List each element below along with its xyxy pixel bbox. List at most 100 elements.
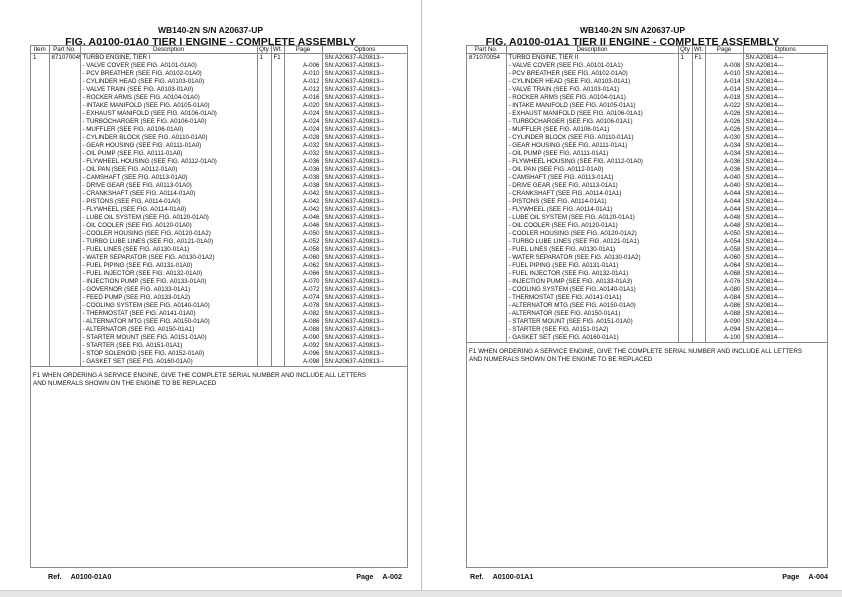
table-row: - VALVE TRAIN (SEE FIG. A0103-01A1) A-014… xyxy=(467,86,827,94)
cell-desc: - CRANKSHAFT (SEE FIG. A0114-01A0) xyxy=(80,190,258,198)
cell-options: SN:A20814--- xyxy=(745,214,784,221)
cell-part xyxy=(467,246,507,254)
cell-wt xyxy=(271,294,285,302)
cell-part xyxy=(49,62,81,70)
table-row: 1 871070049 TURBO ENGINE, TIER I 1 F1 SN:A206… xyxy=(31,53,407,62)
page-number: Page A-002 xyxy=(356,572,402,581)
cell-page: A-098 xyxy=(284,358,323,367)
cell-item xyxy=(31,86,50,94)
cell-page: A-086 xyxy=(705,302,744,310)
cell-page: A-048 xyxy=(705,222,744,230)
cell-wt xyxy=(271,206,285,214)
cell-options: SN:A20814--- xyxy=(745,326,784,333)
cell-qty xyxy=(257,134,272,142)
cell-qty xyxy=(678,126,693,134)
cell-options: SN:A20814--- xyxy=(745,222,784,229)
cell-wt xyxy=(692,294,706,302)
cell-page: A-014 xyxy=(705,86,744,94)
cell-options: SN:A20637-A20813-- xyxy=(324,86,384,93)
cell-desc: - VALVE TRAIN (SEE FIG. A0103-01A1) xyxy=(506,86,679,94)
cell-options: SN:A20637-A20813-- xyxy=(324,254,384,261)
page-label: Page xyxy=(356,572,374,581)
cell-page: A-034 xyxy=(705,142,744,150)
cell-item xyxy=(31,278,50,286)
table-row: - INJECTION PUMP (SEE FIG. A0133-01A0) A-… xyxy=(31,278,407,286)
cell-qty xyxy=(678,118,693,126)
cell-desc: - VALVE COVER (SEE FIG. A0101-01A1) xyxy=(506,62,679,70)
table-row: - THERMOSTAT (SEE FIG. A0141-01A1) A-084 S… xyxy=(467,294,827,302)
cell-page xyxy=(284,53,323,62)
table-row: - COOLER HOUSING (SEE FIG. A0120-01A2) A-… xyxy=(467,230,827,238)
cell-qty xyxy=(678,310,693,318)
cell-wt xyxy=(271,262,285,270)
cell-qty xyxy=(257,158,272,166)
cell-options: SN:A20637-A20813-- xyxy=(324,126,384,133)
cell-part xyxy=(467,230,507,238)
cell-qty xyxy=(257,86,272,94)
cell-qty xyxy=(678,150,693,158)
cell-options: SN:A20637-A20813-- xyxy=(324,286,384,293)
cell-wt xyxy=(692,334,706,343)
cell-wt xyxy=(692,286,706,294)
cell-part xyxy=(49,110,81,118)
cell-wt xyxy=(271,350,285,358)
cell-qty xyxy=(678,230,693,238)
cell-wt xyxy=(271,342,285,350)
cell-desc: - PISTONS (SEE FIG. A0114-01A0) xyxy=(80,198,258,206)
cell-wt xyxy=(271,78,285,86)
cell-options: SN:A20814--- xyxy=(745,78,784,85)
table-header-row: Item Part No. Description Qty Wt. Page Options xyxy=(31,46,407,54)
cell-qty xyxy=(678,214,693,222)
cell-page: A-042 xyxy=(284,198,323,206)
column-header-part: Part No. xyxy=(467,46,507,54)
cell-options: SN:A20814--- xyxy=(745,62,784,69)
parts-page-left: WB140-2N S/N A20637-UP FIG. A0100-01A0 T… xyxy=(0,0,421,590)
table-row: - CYLINDER BLOCK (SEE FIG. A0110-01A0) A-… xyxy=(31,134,407,142)
cell-options: SN:A20637-A20813-- xyxy=(324,206,384,213)
page-label: Page xyxy=(782,572,800,581)
cell-part xyxy=(49,126,81,134)
cell-wt xyxy=(271,238,285,246)
table-row: - STARTER MOUNT (SEE FIG. A0151-01A0) A-0… xyxy=(467,318,827,326)
cell-part xyxy=(467,310,507,318)
cell-page: A-024 xyxy=(284,126,323,134)
cell-options: SN:A20637-A20813-- xyxy=(324,94,384,101)
cell-part xyxy=(49,254,81,262)
cell-options: SN:A20637-A20813-- xyxy=(324,134,384,141)
column-header-page: Page xyxy=(705,46,744,54)
cell-options: SN:A20637-A20813-- xyxy=(324,262,384,269)
cell-qty xyxy=(257,126,272,134)
cell-options: SN:A20814--- xyxy=(745,94,784,101)
cell-qty xyxy=(678,222,693,230)
cell-options: SN:A20637-A20813-- xyxy=(324,70,384,77)
cell-wt xyxy=(271,270,285,278)
cell-wt xyxy=(692,166,706,174)
cell-wt xyxy=(271,102,285,110)
cell-part xyxy=(467,110,507,118)
cell-wt xyxy=(271,214,285,222)
cell-qty xyxy=(678,334,693,343)
cell-desc: - PCV BREATHER (SEE FIG. A0102-01A0) xyxy=(80,70,258,78)
cell-page: A-058 xyxy=(284,246,323,254)
table-row: - CYLINDER BLOCK (SEE FIG. A0110-01A1) A-… xyxy=(467,134,827,142)
cell-qty xyxy=(678,294,693,302)
cell-part xyxy=(49,278,81,286)
cell-qty xyxy=(257,342,272,350)
cell-item xyxy=(31,118,50,126)
cell-wt xyxy=(692,246,706,254)
cell-options: SN:A20814--- xyxy=(745,142,784,149)
cell-wt xyxy=(271,86,285,94)
table-row: - ALTERNATOR MTG (SEE FIG. A0150-01A0) A-… xyxy=(31,318,407,326)
cell-options: SN:A20814--- xyxy=(745,150,784,157)
cell-desc: - CAMSHAFT (SEE FIG. A0113-01A0) xyxy=(80,174,258,182)
cell-part xyxy=(49,230,81,238)
cell-options: SN:A20814--- xyxy=(745,206,784,213)
cell-qty xyxy=(257,182,272,190)
cell-desc: - STARTER (SEE FIG. A0151-01A2) xyxy=(506,326,679,334)
cell-wt xyxy=(692,94,706,102)
cell-wt xyxy=(692,134,706,142)
cell-qty xyxy=(257,214,272,222)
cell-options: SN:A20637-A20813-- xyxy=(324,78,384,85)
cell-desc: - COOLER HOUSING (SEE FIG. A0120-01A2) xyxy=(80,230,258,238)
cell-part xyxy=(49,342,81,350)
